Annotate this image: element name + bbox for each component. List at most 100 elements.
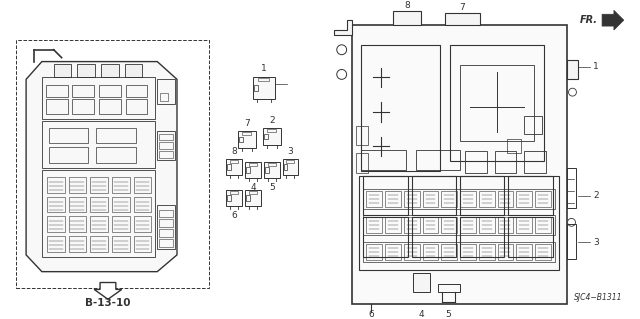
Bar [242, 132, 251, 135]
Bar [112, 216, 130, 232]
Bar [360, 176, 559, 270]
Bar [134, 197, 151, 212]
Bar [47, 197, 65, 212]
Bar [68, 216, 86, 232]
Bar [535, 191, 551, 207]
Bar [238, 130, 256, 148]
Bar [442, 191, 457, 207]
Bar [125, 63, 143, 78]
Bar [516, 191, 532, 207]
Bar [362, 45, 440, 171]
Bar [356, 153, 369, 173]
Bar [366, 191, 382, 207]
Text: 3: 3 [287, 147, 293, 156]
Bar [356, 126, 369, 145]
Bar [366, 244, 382, 260]
Bar [134, 236, 151, 252]
Bar [422, 191, 438, 207]
Bar [47, 177, 65, 193]
Bar [495, 151, 516, 173]
Bar [413, 273, 431, 293]
Bar [364, 218, 408, 257]
Bar [566, 224, 577, 259]
Text: 2: 2 [593, 191, 599, 200]
Polygon shape [334, 20, 351, 35]
Bar [460, 191, 476, 207]
Bar [404, 218, 420, 233]
Bar [159, 239, 173, 247]
Bar [364, 242, 555, 262]
Bar [246, 167, 250, 173]
Bar [159, 229, 173, 237]
Text: 1: 1 [261, 64, 267, 73]
Bar [245, 162, 261, 178]
Bar [47, 236, 65, 252]
Text: SJC4−B1311: SJC4−B1311 [574, 293, 623, 302]
Bar [258, 78, 269, 81]
Bar [68, 236, 86, 252]
Circle shape [337, 70, 347, 79]
Bar [263, 128, 280, 145]
Bar [134, 177, 151, 193]
Bar [72, 85, 94, 97]
Text: 2: 2 [269, 116, 275, 125]
Bar [246, 195, 250, 201]
Bar [535, 218, 551, 233]
Bar [497, 244, 513, 260]
Bar [524, 116, 542, 134]
Text: 8: 8 [404, 1, 410, 10]
Bar [497, 218, 513, 233]
Bar [393, 11, 420, 25]
Text: 4: 4 [250, 183, 256, 192]
Bar [16, 40, 209, 288]
Bar [42, 78, 156, 119]
Bar [90, 216, 108, 232]
Bar [460, 244, 476, 260]
Bar [159, 219, 173, 227]
Bar [422, 218, 438, 233]
Bar [479, 218, 495, 233]
Bar [159, 143, 173, 149]
Text: 3: 3 [593, 238, 599, 247]
Bar [264, 134, 268, 139]
Bar [364, 176, 408, 215]
Bar [385, 218, 401, 233]
Bar [112, 197, 130, 212]
Text: 5: 5 [269, 183, 275, 192]
Text: 6: 6 [231, 211, 237, 219]
Polygon shape [26, 62, 177, 272]
Bar [239, 137, 243, 143]
Bar [101, 63, 119, 78]
Bar [460, 218, 476, 233]
Bar [524, 151, 546, 173]
Bar [508, 139, 521, 153]
Bar [351, 25, 566, 304]
Bar [508, 176, 553, 215]
Bar [160, 93, 168, 101]
Bar [46, 99, 67, 114]
Bar [49, 147, 88, 163]
Bar [364, 215, 555, 235]
Bar [245, 190, 261, 205]
Bar [227, 159, 242, 175]
Bar [46, 85, 67, 97]
Bar [230, 160, 238, 163]
Bar [42, 170, 156, 257]
Bar [112, 236, 130, 252]
Bar [412, 218, 456, 257]
Bar [159, 151, 173, 158]
Bar [68, 197, 86, 212]
Bar [227, 164, 231, 170]
Bar [364, 189, 555, 209]
Bar [230, 191, 238, 194]
Bar [442, 218, 457, 233]
Text: 6: 6 [369, 309, 374, 319]
Text: B-13-10: B-13-10 [85, 298, 131, 308]
Bar [254, 85, 258, 91]
Bar [460, 176, 504, 215]
Bar [508, 218, 553, 257]
Bar [465, 151, 486, 173]
Bar [450, 45, 544, 161]
Circle shape [568, 88, 577, 96]
Text: FR.: FR. [580, 15, 598, 25]
